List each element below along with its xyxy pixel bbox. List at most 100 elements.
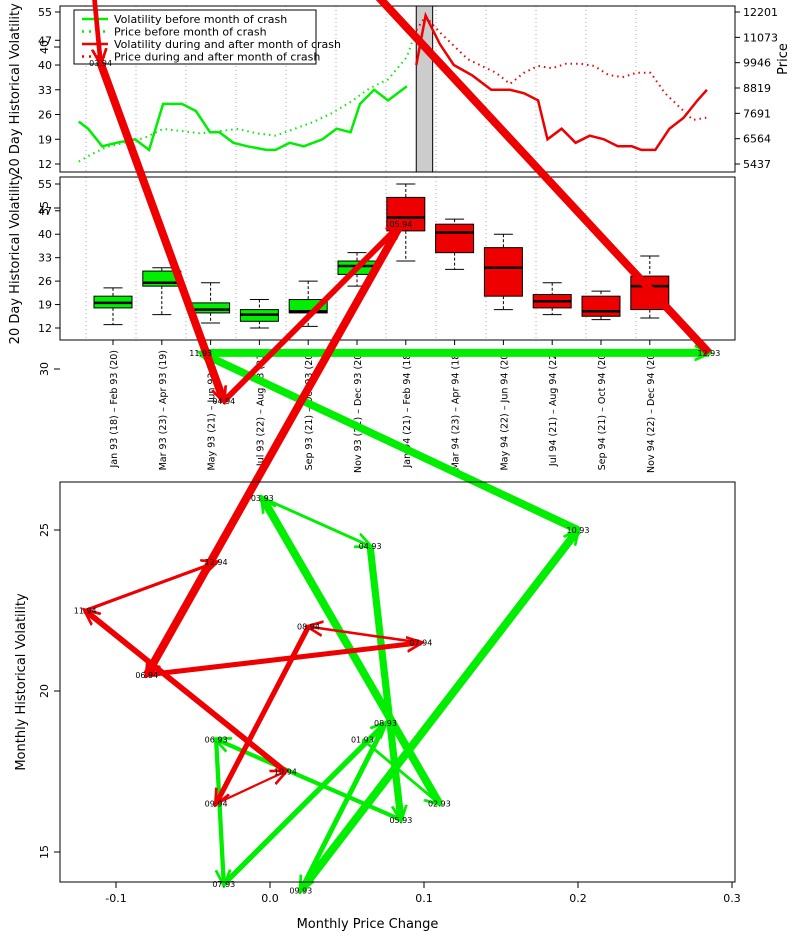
y-tick-label: 26 — [38, 109, 52, 122]
path-arrow-06.93-to-07.93 — [213, 739, 224, 884]
point-label-05.93: 05.93 — [389, 816, 412, 825]
y-tick-label: 26 — [38, 275, 52, 288]
path-arrow-09.94-to-10.94 — [215, 772, 285, 805]
path-arrow-04.93-to-05.93 — [366, 545, 401, 820]
y-tick-label: 47 — [38, 34, 52, 47]
x-tick-label: Jan 94 (21) – Feb 94 (18) — [402, 350, 413, 469]
x-tick-label: -0.1 — [105, 892, 126, 905]
path-arrow-03.93-to-04.93 — [261, 496, 370, 546]
point-label-06.93: 06.93 — [205, 735, 228, 744]
x-tick-label: 0.2 — [569, 892, 587, 905]
point-label-09.93: 09.93 — [289, 887, 312, 896]
y-tick-label: 20 — [38, 684, 51, 698]
point-label-01.93: 01.93 — [351, 735, 374, 744]
box-9 — [483, 233, 523, 311]
x-tick-label: 0.3 — [723, 892, 741, 905]
box-2 — [142, 267, 182, 316]
plot-frame — [59, 5, 736, 173]
y-tick-label: 40 — [38, 40, 51, 54]
legend-label: Volatility during and after month of cra… — [114, 38, 341, 51]
path-arrow-07.94-to-08.94 — [309, 627, 422, 644]
path-arrow-08.94-to-09.94 — [216, 625, 311, 804]
time-series-panel: 1219263340475554376564769188199946110731… — [8, 3, 791, 175]
x-tick-label: Jul 93 (22) – Aug 93 (21) — [255, 350, 266, 467]
y-tick-label: 19 — [38, 133, 52, 146]
path-arrow-12.93-to-01.94 — [375, 0, 712, 356]
x-tick-label: May 94 (22) – Jun 94 (20) — [499, 350, 510, 471]
legend-label: Volatility before month of crash — [114, 13, 287, 26]
y-tick-label: 35 — [38, 201, 51, 215]
price-series-1 — [78, 29, 418, 163]
x-tick-label: Jan 93 (18) – Feb 93 (20) — [109, 350, 120, 469]
y2-tick-label: 11073 — [743, 31, 778, 44]
x-tick-label: Jul 94 (21) – Aug 94 (22) — [548, 350, 559, 467]
y-tick-label: 55 — [38, 6, 52, 19]
scatter-path-panel: 01.93 02.93 03.93 04.93 05.93 06.93 07.93 08.93… — [14, 0, 741, 932]
x-tick-label: 0.0 — [261, 892, 279, 905]
y-tick-label: 12 — [38, 322, 52, 335]
y-tick-label: 40 — [38, 59, 52, 72]
crash-month-shading — [415, 5, 434, 173]
point-label-04.94: 04.94 — [212, 397, 235, 406]
x-tick-label: Sep 93 (21) – Oct 93 (20) — [304, 350, 315, 470]
point-label-08.94: 08.94 — [297, 623, 320, 632]
box-iqr — [435, 223, 475, 254]
boxplot-panel: Jan 93 (18) – Feb 93 (20) Mar 93 (23) – A… — [8, 172, 736, 473]
box-iqr — [483, 247, 523, 297]
y2-tick-label: 8819 — [743, 82, 771, 95]
path-arrow-02.94-to-03.94 — [85, 0, 100, 63]
y2-tick-label: 6564 — [743, 133, 771, 146]
point-label-07.93: 07.93 — [212, 880, 235, 889]
volatility-series-2 — [415, 11, 708, 152]
x-tick-label: Nov 93 (22) – Dec 93 (20) — [353, 350, 364, 473]
y2-tick-label: 7691 — [743, 107, 771, 120]
y-axis-label: Monthly Historical Volatility — [14, 593, 29, 771]
point-label-11.94: 11.94 — [74, 607, 97, 616]
y-tick-label: 33 — [38, 84, 52, 97]
legend-label: Price before month of crash — [114, 26, 267, 39]
point-label-12.93: 12.93 — [697, 349, 720, 358]
path-arrow-05.94-to-06.94 — [143, 222, 405, 675]
point-label-10.93: 10.93 — [567, 526, 590, 535]
path-arrow-01.93-to-02.93 — [361, 738, 439, 803]
legend-label: Price during and after month of crash — [114, 51, 320, 64]
box-10 — [532, 282, 572, 316]
point-label-10.94: 10.94 — [274, 768, 297, 777]
y2-tick-label: 5437 — [743, 158, 771, 171]
box-4 — [239, 299, 279, 329]
path-arrow-09.93-to-10.93 — [297, 530, 582, 894]
x-tick-label: 0.1 — [415, 892, 433, 905]
legend-box — [73, 9, 317, 65]
point-label-05.94: 05.94 — [389, 220, 412, 229]
box-iqr — [191, 302, 231, 314]
y-tick-label: 40 — [38, 228, 52, 241]
point-label-04.93: 04.93 — [359, 542, 382, 551]
x-axis-label: Monthly Price Change — [297, 917, 439, 932]
point-label-06.94: 06.94 — [135, 671, 158, 680]
box-7 — [386, 183, 426, 262]
y-tick-label: 15 — [38, 845, 51, 859]
plot-frame — [59, 176, 736, 341]
path-arrow-11.94-to-12.94 — [84, 562, 216, 613]
point-label-02.93: 02.93 — [428, 800, 451, 809]
x-tick-label: Sep 94 (21) – Oct 94 (20) — [597, 350, 608, 470]
path-arrow-03.94-to-04.94 — [96, 61, 228, 401]
plot-frame — [59, 481, 736, 883]
box-1 — [93, 287, 133, 326]
box-8 — [435, 218, 475, 270]
point-label-07.94: 07.94 — [409, 639, 432, 648]
y-tick-label: 47 — [38, 205, 52, 218]
y-tick-label: 25 — [38, 523, 51, 537]
y2-axis-label: Price — [776, 43, 791, 75]
point-label-03.94: 03.94 — [89, 59, 112, 68]
path-arrow-10.93-to-11.93 — [201, 349, 580, 534]
y-tick-label: 19 — [38, 299, 52, 312]
path-arrow-08.93-to-09.93 — [301, 722, 388, 890]
y2-tick-label: 12201 — [743, 6, 778, 19]
y-axis-label: 20 Day Historical Volatility — [8, 172, 23, 344]
y2-tick-label: 9946 — [743, 57, 771, 70]
path-arrow-10.94-to-11.94 — [85, 611, 288, 774]
x-tick-label: Mar 94 (23) – Apr 94 (18) — [451, 350, 462, 470]
